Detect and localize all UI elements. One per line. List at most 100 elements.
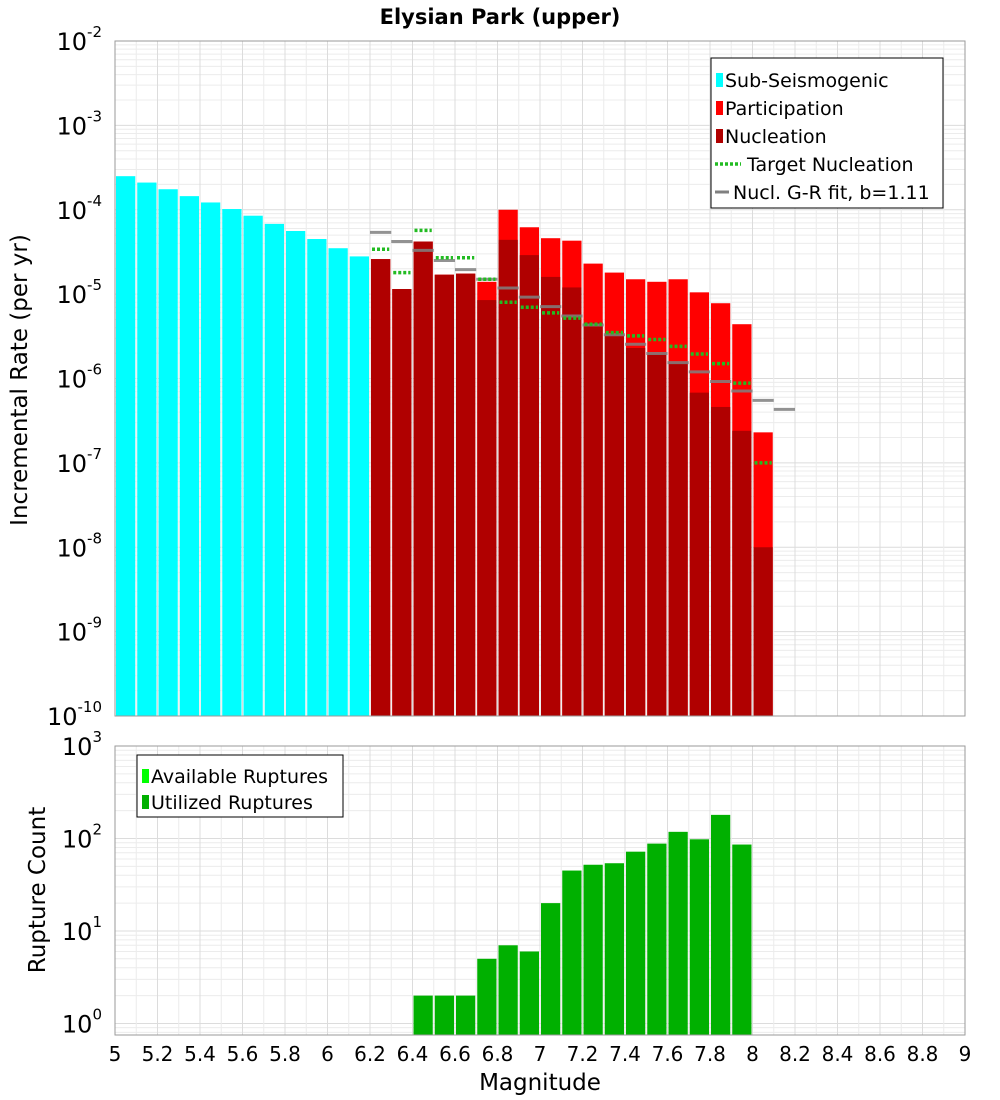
top-y-tick-label: 10-5: [56, 276, 102, 309]
top-y-tick-exponent: -9: [87, 614, 102, 632]
x-tick-label: 7.2: [567, 1042, 599, 1066]
bottom-y-tick-exponent: 1: [92, 913, 102, 931]
bottom-y-tick-exponent: 0: [92, 1005, 102, 1023]
nucleation-bar: [668, 362, 688, 716]
x-tick-label: 8: [746, 1042, 759, 1066]
top-y-tick-label: 10-6: [56, 361, 102, 394]
x-tick-label: 9: [959, 1042, 972, 1066]
utilized-ruptures-bar: [689, 839, 709, 1035]
x-tick-label: 8.2: [779, 1042, 811, 1066]
x-tick-label: 8.6: [864, 1042, 896, 1066]
top-y-tick-label: 10-3: [56, 107, 102, 140]
nucleation-bar: [392, 289, 412, 716]
top-y-tick-label: 10-7: [56, 445, 102, 478]
sub-seismogenic-bar: [349, 256, 369, 716]
utilized-ruptures-bar: [626, 851, 646, 1035]
bottom-frame: [114, 745, 966, 1036]
bottom-y-tick-base: 10: [62, 1010, 93, 1038]
top-y-tick-base: 10: [56, 197, 87, 225]
x-tick-label: 6.4: [397, 1042, 429, 1066]
sub-seismogenic-bar: [243, 215, 263, 717]
top-y-tick-label: 10-9: [56, 614, 102, 647]
sub-seismogenic-bar: [201, 202, 221, 717]
nucleation-bar: [753, 547, 773, 716]
x-tick-label: 5.8: [269, 1042, 301, 1066]
nucleation-bar: [498, 239, 518, 716]
top-y-tick-label: 10-2: [56, 23, 102, 56]
top-y-tick-base: 10: [56, 281, 87, 309]
bottom-legend-swatch: [142, 769, 149, 783]
utilized-ruptures-bar: [498, 945, 518, 1035]
nucleation-bar: [477, 300, 497, 716]
top-y-tick-exponent: -10: [78, 698, 103, 716]
bottom-y-tick-label: 103: [62, 728, 102, 761]
top-y-tick-exponent: -5: [87, 276, 102, 294]
utilized-ruptures-bar: [711, 814, 731, 1035]
sub-seismogenic-bar: [158, 189, 178, 717]
sub-seismogenic-bar: [286, 230, 306, 716]
top-y-tick-exponent: -8: [87, 529, 102, 547]
bottom-legend-label: Utilized Ruptures: [151, 792, 313, 814]
x-tick-label: 8.8: [907, 1042, 939, 1066]
utilized-ruptures-bar: [541, 903, 561, 1035]
nucleation-bar: [456, 273, 476, 716]
nucleation-bar: [371, 259, 391, 716]
top-y-tick-exponent: -2: [87, 23, 102, 41]
bottom-y-tick-label: 102: [62, 820, 102, 853]
y-axis-label-top: Incremental Rate (per yr): [7, 234, 33, 526]
sub-seismogenic-bar: [264, 223, 284, 716]
x-tick-label: 6.8: [482, 1042, 514, 1066]
nucleation-bar: [732, 430, 752, 716]
x-tick-label: 7.8: [694, 1042, 726, 1066]
top-y-tick-label: 10-10: [47, 698, 102, 731]
sub-seismogenic-bar: [116, 176, 136, 716]
nucleation-bar: [647, 354, 667, 716]
top-y-tick-exponent: -3: [87, 107, 102, 125]
utilized-ruptures-bar: [413, 995, 433, 1035]
x-tick-label: 8.4: [822, 1042, 854, 1066]
x-axis-label: Magnitude: [479, 1070, 601, 1096]
sub-seismogenic-bar: [222, 209, 242, 716]
top-legend-label: Sub-Seismogenic: [725, 70, 889, 92]
bottom-y-tick-exponent: 2: [92, 820, 102, 838]
nucleation-bar: [519, 255, 539, 716]
top-y-tick-base: 10: [56, 28, 87, 56]
utilized-ruptures-bar: [434, 995, 454, 1035]
top-y-tick-base: 10: [56, 619, 87, 647]
top-legend-label: Nucleation: [725, 126, 827, 148]
nucleation-bar: [689, 392, 709, 716]
utilized-ruptures-bar: [456, 995, 476, 1035]
nucleation-bar: [413, 241, 433, 717]
nucleation-bar: [604, 334, 624, 716]
top-y-tick-base: 10: [56, 112, 87, 140]
x-tick-label: 7.6: [652, 1042, 684, 1066]
sub-seismogenic-bar: [179, 196, 199, 716]
utilized-ruptures-bar: [604, 863, 624, 1035]
utilized-ruptures-bar: [583, 864, 603, 1035]
x-tick-label: 6: [321, 1042, 334, 1066]
x-tick-label: 5.6: [227, 1042, 259, 1066]
sub-seismogenic-bar: [307, 239, 327, 716]
top-panel: 10-1010-910-810-710-610-510-410-310-2Sub…: [47, 23, 966, 731]
x-tick-label: 5: [109, 1042, 122, 1066]
top-y-tick-exponent: -4: [87, 192, 102, 210]
sub-seismogenic-bar: [137, 182, 157, 716]
utilized-ruptures-bar: [477, 958, 497, 1035]
utilized-ruptures-bar: [519, 951, 539, 1035]
utilized-ruptures-bar: [732, 844, 752, 1035]
top-y-tick-label: 10-8: [56, 529, 102, 562]
utilized-ruptures-bar: [647, 843, 667, 1035]
top-legend-swatch: [716, 129, 723, 143]
top-legend-label: Nucl. G-R fit, b=1.11: [733, 182, 930, 204]
x-tick-label: 7: [534, 1042, 547, 1066]
y-axis-label-bottom: Rupture Count: [25, 807, 51, 973]
x-tick-label: 7.4: [609, 1042, 641, 1066]
bottom-y-tick-base: 10: [62, 825, 93, 853]
nucleation-bar: [626, 347, 646, 716]
x-tick-label: 5.4: [184, 1042, 216, 1066]
top-y-tick-base: 10: [47, 703, 78, 731]
bottom-y-tick-base: 10: [62, 918, 93, 946]
x-tick-label: 6.6: [439, 1042, 471, 1066]
